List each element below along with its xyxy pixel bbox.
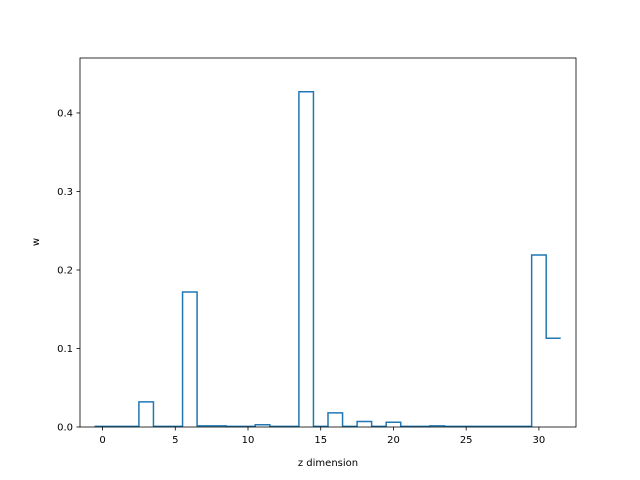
x-tick-label: 10 — [242, 435, 255, 446]
histogram-line — [94, 91, 561, 428]
bin-16 — [328, 413, 343, 427]
histogram-steps — [94, 91, 561, 428]
plot-area — [79, 57, 577, 428]
axes-frame — [79, 57, 577, 428]
bin-30 — [532, 255, 547, 427]
x-tick-label: 5 — [172, 435, 178, 446]
x-axis-ticks: 0 5 10 15 20 25 30 — [99, 427, 545, 446]
bin-20 — [386, 422, 401, 427]
y-tick-label: 0.2 — [57, 265, 73, 276]
x-tick-label: 0 — [99, 435, 105, 446]
bin-31 — [546, 338, 561, 427]
y-axis-label: w — [31, 238, 42, 246]
x-tick-label: 25 — [460, 435, 473, 446]
x-tick-label: 30 — [533, 435, 546, 446]
x-tick-label: 20 — [387, 435, 400, 446]
y-tick-label: 0.4 — [57, 108, 73, 119]
y-axis-ticks: 0.0 0.1 0.2 0.3 0.4 — [57, 108, 80, 434]
y-tick-label: 0.1 — [57, 344, 73, 355]
y-tick-label: 0.3 — [57, 187, 73, 198]
bin-18 — [357, 422, 372, 427]
x-tick-label: 15 — [314, 435, 327, 446]
y-tick-label: 0.0 — [57, 423, 73, 434]
x-axis-label: z dimension — [298, 458, 358, 469]
bin-6 — [183, 292, 198, 427]
bin-14 — [299, 92, 314, 427]
bin-3 — [139, 402, 154, 427]
